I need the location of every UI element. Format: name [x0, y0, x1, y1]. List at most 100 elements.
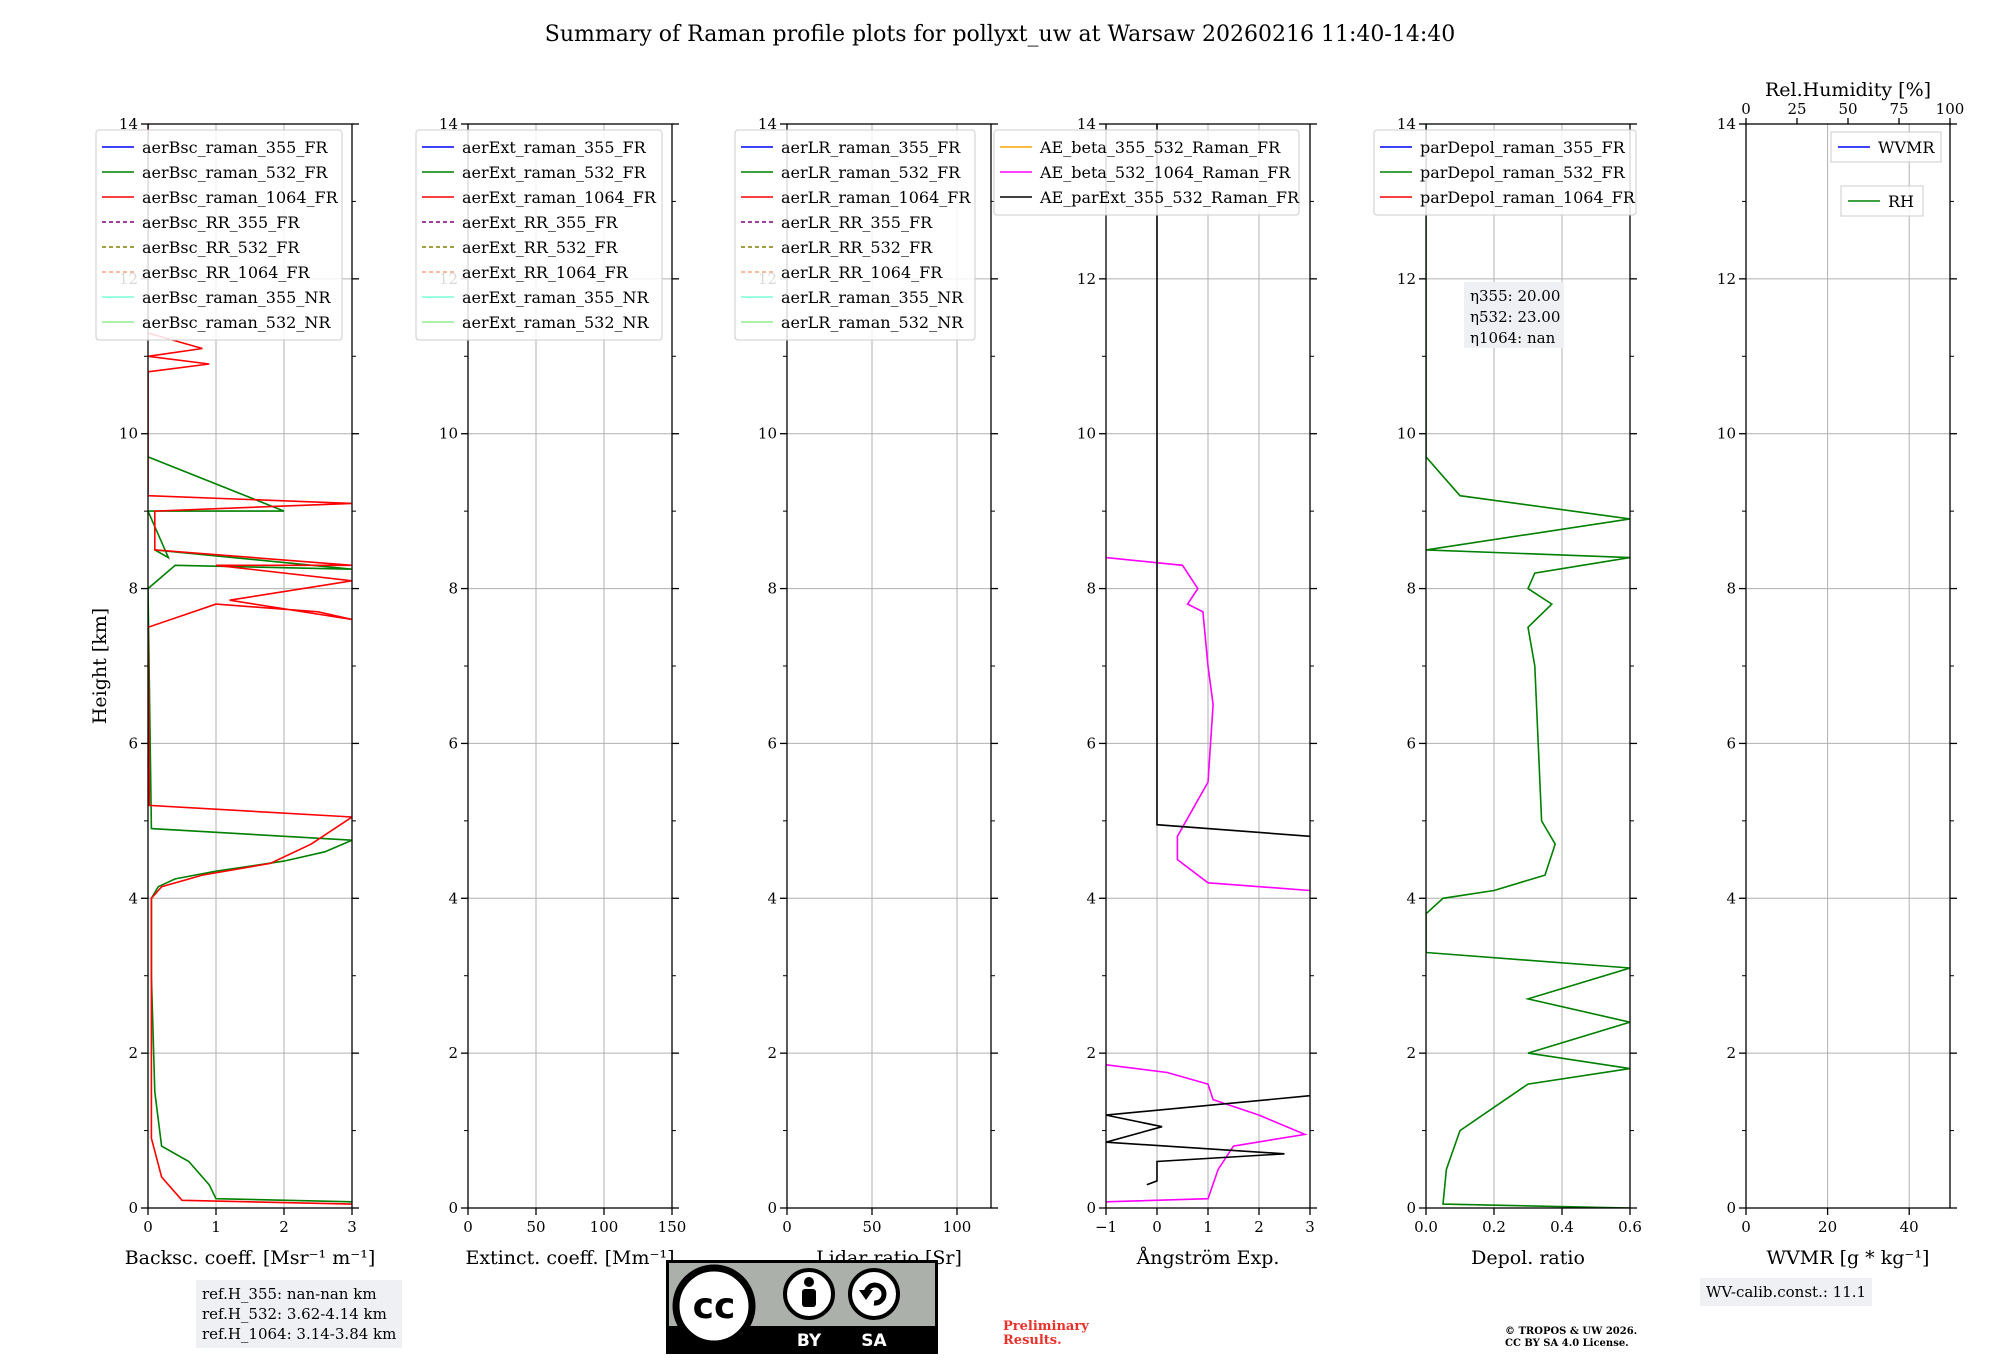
legend-box	[415, 129, 663, 341]
x-tick-label: 0	[143, 1218, 153, 1236]
preliminary-line-1: Preliminary	[1003, 1319, 1089, 1334]
series-line	[1106, 556, 1310, 892]
x-tick-label: 50	[526, 1218, 545, 1236]
ref-h-355: ref.H_355: nan-nan km	[202, 1285, 377, 1303]
legend-label: WVMR	[1878, 138, 1935, 157]
copyright-line-2: CC BY SA 4.0 License.	[1505, 1338, 1629, 1349]
y-tick-label: 14	[439, 115, 458, 133]
panel-bsc: 024681012140123Backsc. coeff. [Msr⁻¹ m⁻¹…	[95, 115, 375, 1269]
panel-depol: 0 2 4 6 8 10 12 14 0.0 0.2 0.4 0.6 Depol. ratio parDe…	[1373, 115, 1642, 1269]
y-tick-label: 4	[1086, 889, 1096, 907]
legend-box	[993, 129, 1300, 216]
y-tick-label: 8	[1726, 580, 1736, 598]
y-tick-label: 2	[448, 1044, 458, 1062]
x-tick-label: 150	[658, 1218, 687, 1236]
y-tick-label: 8	[767, 580, 777, 598]
y-tick-label: 6	[767, 734, 777, 752]
y-tick-label: 6	[1086, 734, 1096, 752]
x-axis-label: Ångström Exp.	[1136, 1247, 1280, 1269]
legend-box	[95, 129, 343, 341]
y-tick-label: 0	[448, 1199, 458, 1217]
cc-by-sa-license-badge: cc BY SA	[666, 1260, 938, 1354]
y-tick-label: 14	[1717, 115, 1736, 133]
annotation-box	[1464, 282, 1564, 348]
legend-label: aerBsc_RR_355_FR	[142, 213, 300, 232]
y-tick-label: 2	[1406, 1044, 1416, 1062]
reference-height-box: ref.H_355: nan-nan km ref.H_532: 3.62-4.…	[196, 1280, 403, 1348]
panel-wv: 0 2 4 6 8 10 12 14 0 20 40 WVMR [g * kg⁻¹] 0 25 50 75 10…	[1717, 79, 1964, 1269]
top-x-tick-label: 50	[1838, 100, 1857, 118]
y-tick-label: 6	[448, 734, 458, 752]
license-by-label: BY	[797, 1331, 822, 1351]
legend-label: aerLR_raman_532_FR	[781, 163, 961, 182]
y-tick-label: 0	[1086, 1199, 1096, 1217]
y-tick-label: 8	[1086, 580, 1096, 598]
y-tick-label: 8	[1406, 580, 1416, 598]
legend-lr: aerLR_raman_355_FR aerLR_raman_532_FR aerL…	[734, 129, 976, 341]
panel-lr: 02468101214050100Lidar ratio [Sr]aerLR_r…	[734, 115, 998, 1269]
legend-label: aerLR_RR_1064_FR	[781, 263, 943, 282]
annotation-line: η1064: nan	[1470, 329, 1556, 347]
legend-depol: parDepol_raman_355_FR parDepol_raman_532_…	[1373, 129, 1637, 216]
legend-label: AE_beta_532_1064_Raman_FR	[1039, 163, 1291, 182]
legend-label: aerLR_RR_355_FR	[781, 213, 933, 232]
ref-h-1064: ref.H_1064: 3.14-3.84 km	[202, 1325, 397, 1343]
legend-label: aerExt_raman_1064_FR	[462, 188, 657, 207]
x-axis-label: WVMR [g * kg⁻¹]	[1767, 1247, 1930, 1269]
eta-annotation: η355: 20.00 η532: 23.00 η1064: nan	[1464, 282, 1564, 348]
annotation-line: η355: 20.00	[1470, 287, 1560, 305]
legend-label: RH	[1888, 192, 1914, 211]
y-tick-label: 10	[439, 425, 458, 443]
y-tick-label: 4	[1726, 889, 1736, 907]
legend-label: aerLR_raman_355_NR	[781, 288, 964, 307]
y-tick-label: 14	[1077, 115, 1096, 133]
y-tick-label: 8	[448, 580, 458, 598]
series-line	[148, 456, 352, 1203]
legend-label: aerExt_RR_355_FR	[462, 213, 619, 232]
legend-label: aerBsc_raman_355_NR	[142, 288, 331, 307]
legend-label: aerExt_raman_355_NR	[462, 288, 650, 307]
legend-label: aerBsc_raman_532_FR	[142, 163, 328, 182]
y-tick-label: 0	[1406, 1199, 1416, 1217]
license-sa-label: SA	[861, 1331, 887, 1351]
y-tick-label: 2	[1086, 1044, 1096, 1062]
legend-box	[1373, 129, 1637, 216]
x-tick-label: 3	[347, 1218, 357, 1236]
y-tick-label: 4	[767, 889, 777, 907]
x-tick-label: 20	[1818, 1218, 1837, 1236]
x-tick-label: 3	[1305, 1218, 1315, 1236]
legend-bsc: aerBsc_raman_355_FR aerBsc_raman_532_FRae…	[95, 129, 343, 341]
preliminary-results-note: Preliminary Results.	[1003, 1320, 1089, 1348]
y-tick-label: 4	[1406, 889, 1416, 907]
x-tick-label: 50	[862, 1218, 881, 1236]
y-tick-label: 6	[128, 734, 138, 752]
wv-calibration-box: WV-calib.const.: 11.1	[1700, 1278, 1873, 1306]
y-tick-label: 2	[128, 1044, 138, 1062]
legend-ae: AE_beta_355_532_Raman_FR AE_beta_532_1064…	[993, 129, 1300, 216]
y-tick-label: 2	[1726, 1044, 1736, 1062]
legend-label: aerBsc_raman_532_NR	[142, 313, 331, 332]
x-tick-label: 0	[463, 1218, 473, 1236]
series-line	[1106, 1064, 1308, 1203]
legend-label: AE_beta_355_532_Raman_FR	[1039, 138, 1281, 157]
legend-wvmr: WVMR	[1830, 131, 1942, 163]
y-tick-label: 2	[767, 1044, 777, 1062]
copyright-note: © TROPOS & UW 2026. CC BY SA 4.0 License…	[1505, 1326, 1637, 1350]
y-tick-label: 14	[758, 115, 777, 133]
legend-label: aerLR_raman_1064_FR	[781, 188, 971, 207]
y-tick-label: 6	[1406, 734, 1416, 752]
top-x-tick-label: 75	[1889, 100, 1908, 118]
legend-label: parDepol_raman_1064_FR	[1420, 188, 1636, 207]
x-tick-label: 0	[1741, 1218, 1751, 1236]
y-tick-label: 10	[119, 425, 138, 443]
y-tick-label: 10	[1717, 425, 1736, 443]
series-line	[148, 124, 352, 1205]
legend-ext: aerExt_raman_355_FR aerExt_raman_532_FRae…	[415, 129, 663, 341]
y-tick-label: 10	[1397, 425, 1416, 443]
legend-label: aerBsc_RR_1064_FR	[142, 263, 311, 282]
legend-label: aerExt_raman_532_FR	[462, 163, 647, 182]
y-tick-label: 4	[448, 889, 458, 907]
legend-label: aerBsc_raman_1064_FR	[142, 188, 339, 207]
x-tick-label: −1	[1095, 1218, 1117, 1236]
